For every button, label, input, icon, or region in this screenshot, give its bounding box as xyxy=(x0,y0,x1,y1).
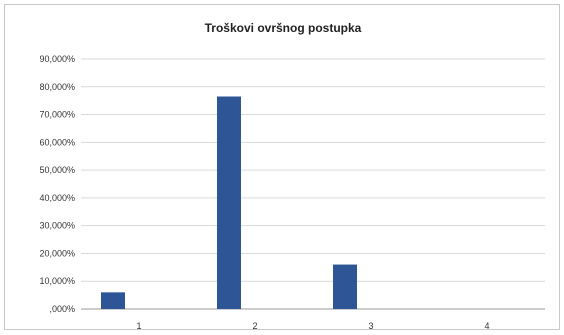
bar xyxy=(217,96,241,309)
x-tick-label: 2 xyxy=(252,321,257,331)
x-tick-label: 4 xyxy=(484,321,489,331)
y-tick-label: 70,000% xyxy=(39,110,75,120)
y-tick-label: 40,000% xyxy=(39,193,75,203)
y-tick-label: 50,000% xyxy=(39,165,75,175)
x-tick-label: 3 xyxy=(368,321,373,331)
chart-area: Troškovi ovršnog postupka ,000% 10,000% 20… xyxy=(4,4,560,331)
y-tick-label: 90,000% xyxy=(39,54,75,64)
y-tick-label: 60,000% xyxy=(39,137,75,147)
y-tick-label: 80,000% xyxy=(39,82,75,92)
y-tick-label: 10,000% xyxy=(39,276,75,286)
y-tick-label: 20,000% xyxy=(39,248,75,258)
bar xyxy=(101,292,125,309)
x-tick-label: 1 xyxy=(136,321,141,331)
bar xyxy=(333,264,357,309)
plot-area: ,000% 10,000% 20,000% 30,000% 40,000% 50,000%… xyxy=(39,54,545,331)
y-tick-label: ,000% xyxy=(49,304,75,314)
chart-title: Troškovi ovršnog postupka xyxy=(204,21,362,35)
y-tick-label: 30,000% xyxy=(39,221,75,231)
